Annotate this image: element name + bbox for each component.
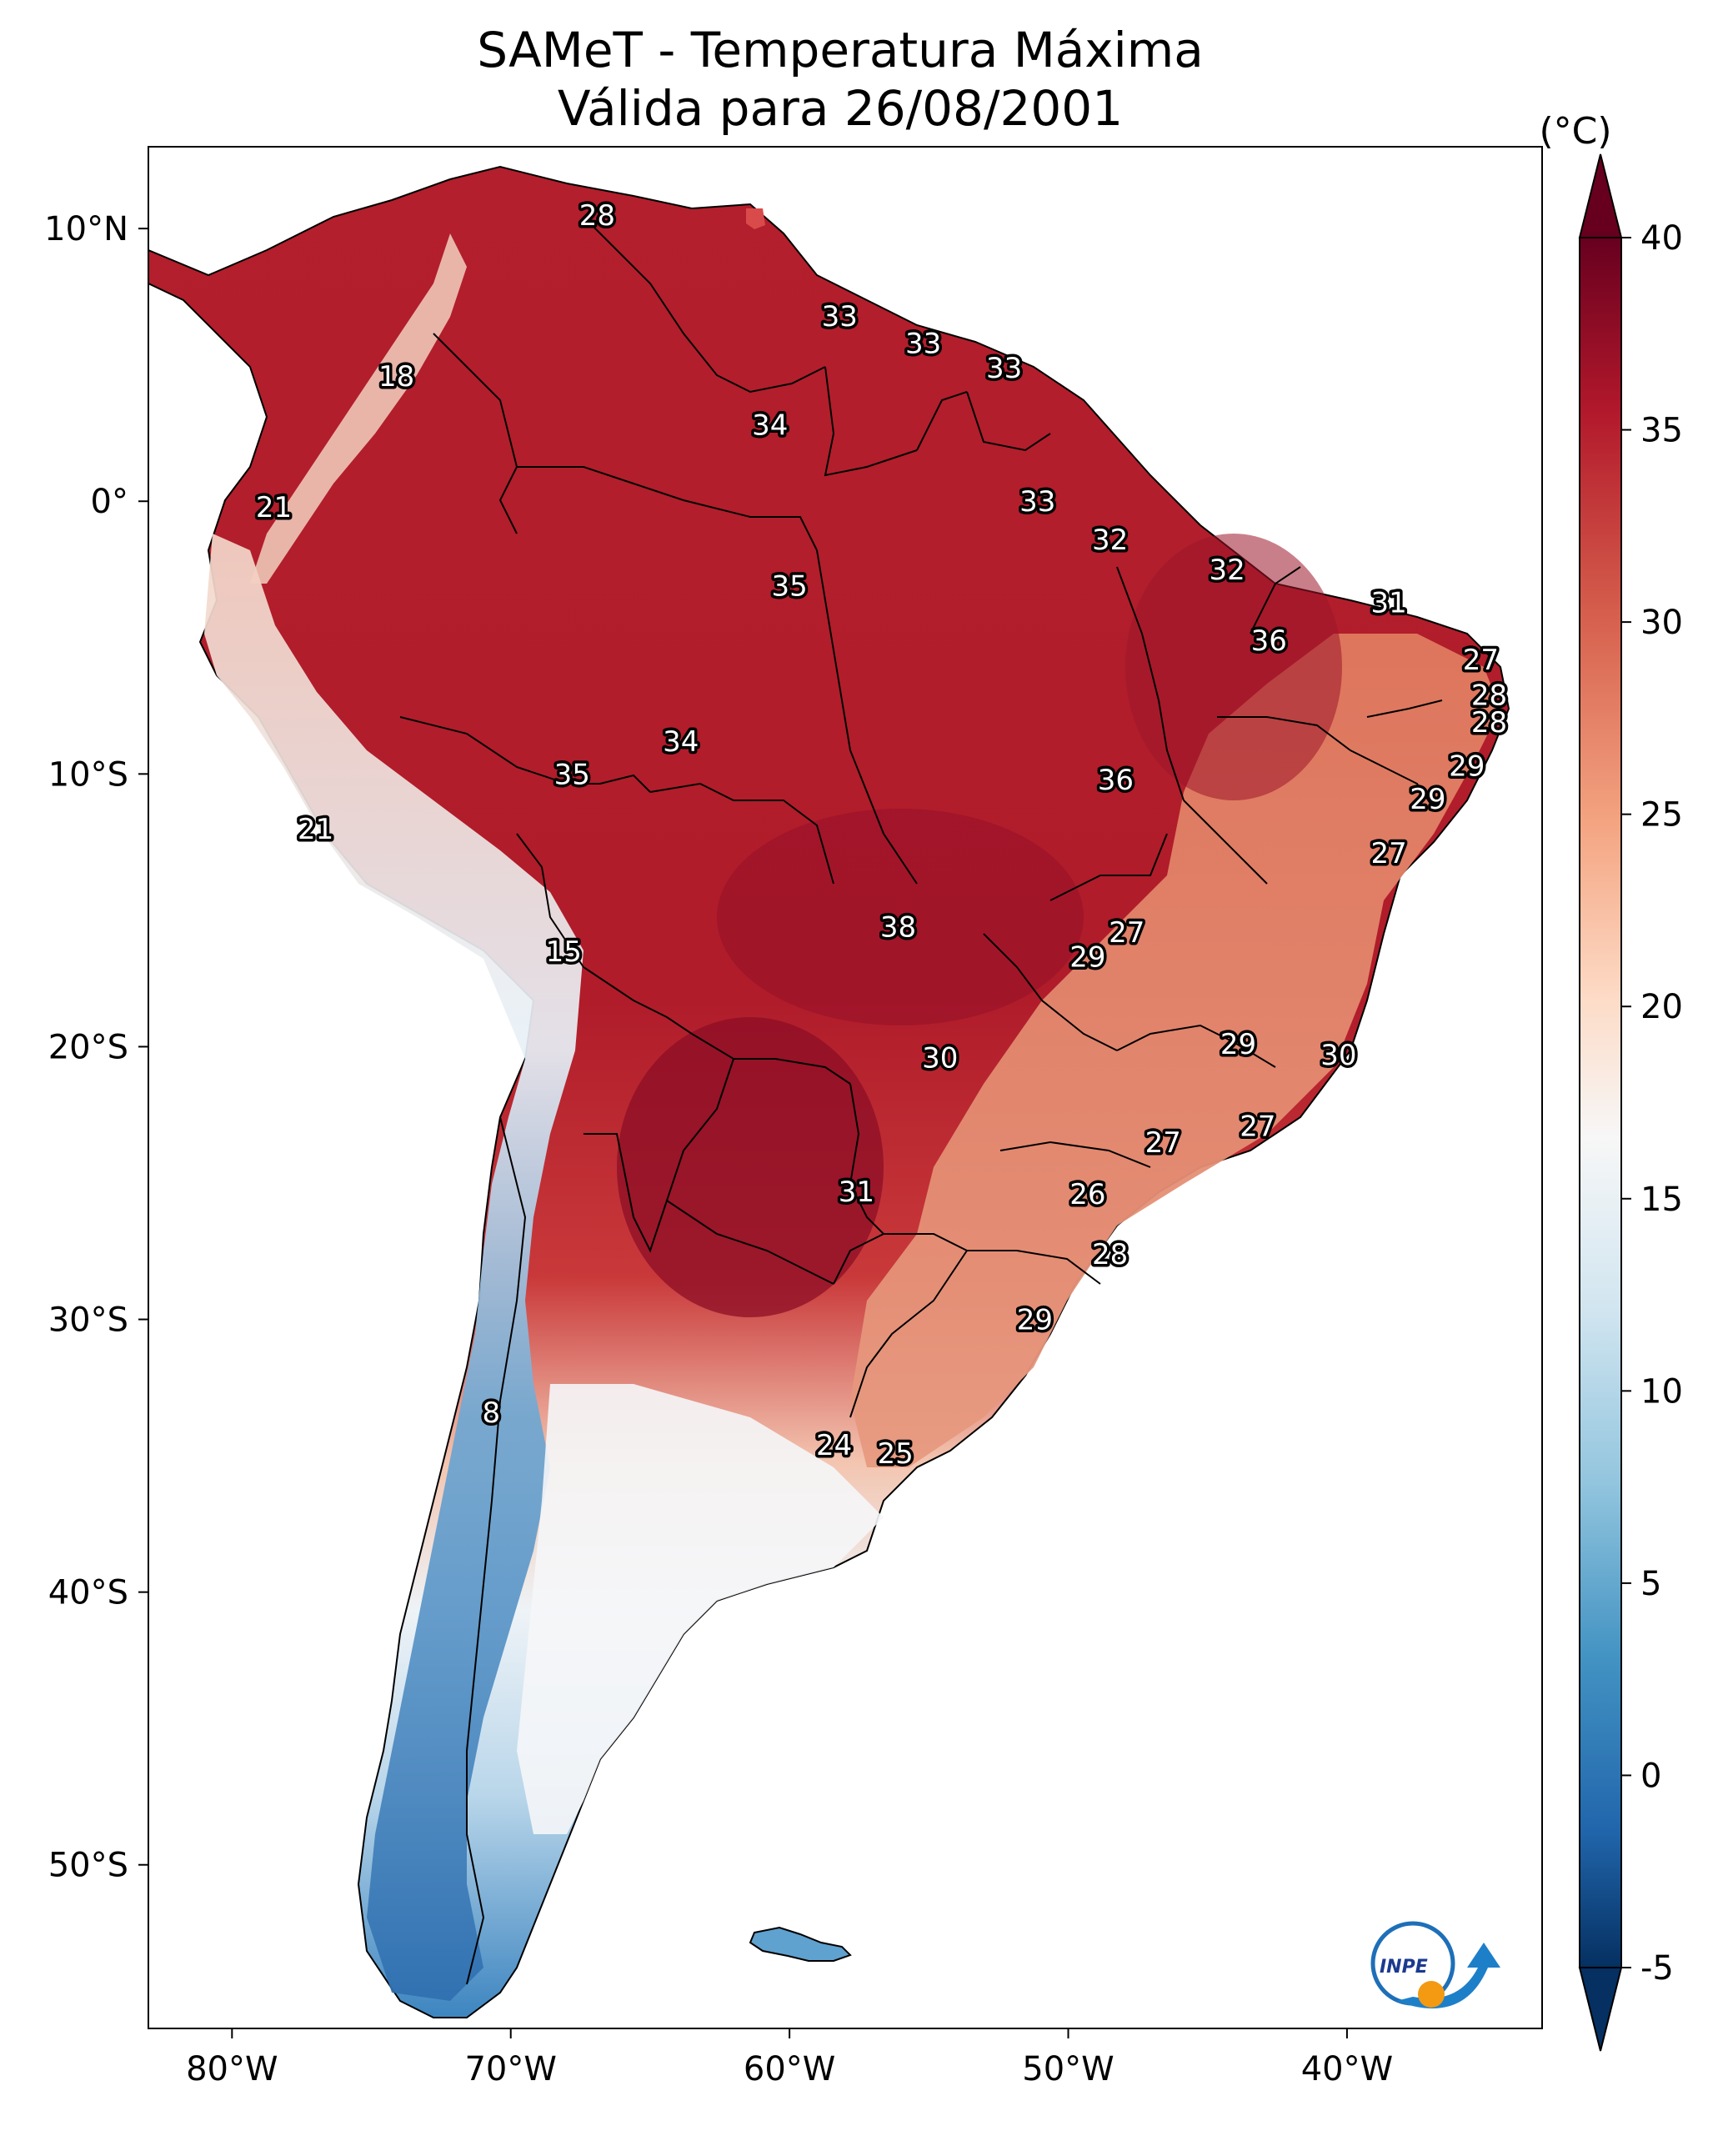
city-temp-label: 35	[554, 758, 590, 791]
city-temp-label: 29	[1069, 940, 1105, 974]
city-temp-label: 24	[816, 1429, 852, 1462]
city-temp-label: 30	[922, 1042, 958, 1075]
colorbar-tick-label: 20	[1640, 988, 1683, 1026]
city-temp-label: 8	[482, 1396, 500, 1430]
city-temp-label: 21	[256, 491, 292, 524]
city-temp-label: 33	[905, 328, 941, 361]
city-temp-label: 15	[546, 935, 582, 969]
eastern-brazil-region	[850, 634, 1500, 1467]
colombian-andes	[250, 233, 467, 584]
city-temp-label: 32	[1209, 554, 1245, 587]
lon-tick-label: 80°W	[186, 2050, 278, 2088]
logo-text: INPE	[1380, 1957, 1428, 1978]
city-temp-label: 32	[1092, 524, 1128, 557]
lat-tick-label: 30°S	[48, 1301, 128, 1340]
city-temp-label: 28	[1092, 1238, 1128, 1271]
city-temp-label: 38	[880, 911, 916, 945]
city-temp-label: 33	[822, 300, 858, 333]
colorbar-tick-label: 30	[1640, 604, 1683, 642]
colorbar-tick-label: 0	[1640, 1757, 1661, 1795]
colorbar-tick-label: 10	[1640, 1372, 1683, 1411]
country-borders	[399, 216, 1443, 1985]
city-temp-label: 28	[579, 199, 615, 233]
colorbar-unit: (°C)	[1539, 110, 1611, 153]
colorbar-bar	[1579, 237, 1622, 1968]
city-temp-label: 33	[1019, 485, 1055, 519]
city-temp-label: 28	[1471, 706, 1507, 740]
colorbar-tick-label: -5	[1640, 1949, 1674, 1988]
city-temp-label: 30	[1320, 1039, 1356, 1072]
colorbar-upper-extend	[1578, 153, 1623, 238]
lat-tick-label: 0°	[91, 483, 128, 521]
map-frame	[148, 146, 1543, 2029]
hot-core-chaco	[617, 1017, 884, 1317]
falkland-islands	[749, 1926, 852, 1962]
city-temp-label: 34	[663, 725, 699, 759]
city-temp-label: 26	[1069, 1178, 1105, 1211]
colorbar-tick-label: 15	[1640, 1181, 1683, 1219]
city-temp-label: 29	[1220, 1028, 1256, 1061]
lat-tick-label: 10°S	[48, 755, 128, 794]
city-temp-label: 29	[1449, 750, 1485, 784]
colorbar-ticks: 40 35 30 25 20 15 10 5 0 -5	[1621, 219, 1683, 1988]
colorbar-tick-label: 25	[1640, 796, 1683, 835]
city-temp-label: 29	[1017, 1304, 1053, 1337]
city-temp-label: 25	[878, 1437, 914, 1471]
longitude-axis: 80°W 70°W 60°W 50°W 40°W	[186, 2028, 1393, 2088]
city-temp-label: 36	[1098, 764, 1134, 797]
hot-core-bahia	[1125, 534, 1342, 800]
colorbar-tick-label: 40	[1640, 219, 1683, 258]
hot-core-mato-grosso	[717, 809, 1084, 1025]
patagonia-mild	[517, 1384, 884, 1834]
lon-tick-label: 70°W	[464, 2050, 556, 2088]
city-temp-label: 18	[378, 360, 414, 394]
city-temp-label: 34	[752, 409, 788, 443]
trinidad-island	[746, 208, 765, 229]
lon-tick-label: 40°W	[1301, 2050, 1393, 2088]
lon-tick-label: 60°W	[744, 2050, 835, 2088]
city-temp-label: 27	[1109, 916, 1144, 950]
logo-arrow-icon	[1396, 1943, 1500, 2008]
latitude-axis: 10°N 0° 10°S 20°S 30°S 40°S 50°S	[44, 210, 148, 1885]
map-title-line1: SAMeT - Temperatura Máxima	[477, 22, 1204, 78]
colorbar: (°C) 40 35 30 25 20 15 10 5 0 -5	[1539, 110, 1683, 2052]
city-temp-label: 27	[1240, 1110, 1275, 1143]
city-temp-label: 27	[1145, 1126, 1181, 1160]
inpe-logo: INPE	[1370, 1921, 1500, 2008]
colorbar-tick-label: 35	[1640, 412, 1683, 450]
city-temp-label: 27	[1370, 837, 1406, 870]
city-temp-label: 31	[839, 1176, 874, 1209]
lat-tick-label: 40°S	[48, 1574, 128, 1612]
logo-sun-icon	[1418, 1981, 1445, 2008]
city-temp-label: 35	[771, 570, 807, 604]
city-temp-label: 31	[1370, 586, 1406, 619]
lon-tick-label: 50°W	[1022, 2050, 1114, 2088]
colorbar-lower-extend	[1578, 1967, 1623, 2052]
city-temp-label: 28	[1471, 679, 1507, 712]
lat-tick-label: 10°N	[44, 210, 128, 248]
map-title-line2: Válida para 26/08/2001	[558, 80, 1123, 137]
city-temp-label: 29	[1410, 783, 1445, 816]
colorbar-tick-label: 5	[1640, 1565, 1661, 1603]
city-temp-label: 21	[298, 813, 333, 846]
city-temp-label: 27	[1463, 644, 1499, 677]
andes-cold-band	[204, 534, 584, 2001]
lat-tick-label: 50°S	[48, 1847, 128, 1885]
lat-tick-label: 20°S	[48, 1028, 128, 1066]
city-temp-label: 33	[986, 352, 1022, 385]
city-temp-label: 36	[1251, 624, 1287, 658]
